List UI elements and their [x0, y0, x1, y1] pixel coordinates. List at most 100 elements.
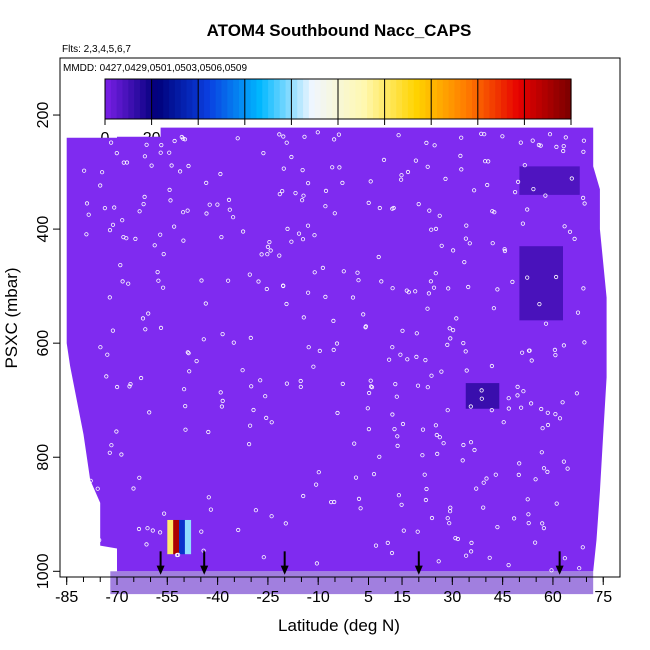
- sample-marker: [298, 384, 303, 389]
- sample-marker: [553, 411, 558, 417]
- sample-marker: [532, 540, 538, 545]
- sample-marker: [366, 390, 372, 396]
- sample-marker: [413, 158, 418, 163]
- colorbar-segment: [105, 79, 112, 119]
- sample-marker: [241, 229, 246, 234]
- field-background: [66, 127, 607, 572]
- sample-marker: [515, 179, 521, 184]
- sample-marker: [186, 163, 191, 169]
- sample-marker: [281, 283, 286, 289]
- sample-marker: [528, 401, 534, 406]
- sample-marker: [493, 472, 498, 477]
- x-axis: -85 -70 -55 -40 -25 -10 5 15 30 45 60 75: [55, 576, 612, 606]
- sample-marker: [281, 134, 286, 139]
- sample-marker: [501, 420, 506, 425]
- colorbar-segment: [431, 79, 438, 119]
- sample-marker: [261, 555, 266, 560]
- sample-marker: [301, 315, 306, 320]
- sample-marker: [231, 215, 236, 220]
- sample-marker: [395, 443, 400, 448]
- colorbar-segment: [244, 79, 252, 119]
- sample-marker: [251, 407, 256, 413]
- sample-marker: [395, 434, 400, 439]
- sample-marker: [144, 542, 149, 547]
- sample-marker: [118, 262, 123, 268]
- sample-marker: [158, 232, 163, 237]
- sample-marker: [506, 406, 511, 411]
- x-tick-label: -55: [156, 589, 179, 606]
- sample-marker: [218, 171, 223, 177]
- sample-marker: [174, 552, 180, 558]
- sample-marker: [450, 248, 456, 253]
- sample-marker: [399, 502, 404, 507]
- sample-marker: [323, 204, 328, 209]
- profile-arrow-head: [280, 565, 289, 575]
- colorbar-segment: [238, 79, 246, 119]
- colorbar-segment: [314, 79, 322, 119]
- sample-marker: [194, 358, 199, 364]
- profile-arrow-head: [156, 565, 165, 575]
- sample-marker: [468, 440, 474, 445]
- sample-marker: [82, 168, 87, 173]
- sample-markers: [81, 130, 587, 573]
- sample-marker: [105, 352, 110, 357]
- sample-marker: [515, 384, 520, 389]
- sample-marker: [220, 398, 225, 403]
- sample-marker: [561, 459, 567, 464]
- sample-marker: [464, 223, 469, 228]
- sample-marker: [490, 241, 495, 246]
- sample-marker: [396, 133, 401, 138]
- sample-marker: [340, 381, 345, 386]
- sample-marker: [463, 236, 468, 241]
- colorbar-segment: [273, 79, 281, 119]
- sample-marker: [525, 207, 530, 212]
- profile-arrow-head: [414, 565, 423, 575]
- sample-marker: [500, 134, 505, 139]
- sample-marker: [253, 508, 258, 513]
- sample-marker: [201, 337, 206, 342]
- colorbar-segment: [471, 79, 479, 119]
- sample-marker: [133, 236, 138, 241]
- sample-marker: [226, 197, 232, 202]
- sample-marker: [199, 529, 204, 534]
- sample-marker: [445, 342, 450, 347]
- sample-marker: [172, 224, 177, 229]
- sample-marker: [131, 486, 136, 491]
- colorbar-segment: [308, 79, 316, 119]
- sample-marker: [431, 285, 437, 290]
- colorbar-segment: [407, 79, 415, 119]
- sample-marker: [518, 140, 523, 145]
- sample-marker: [298, 378, 303, 384]
- sample-marker: [127, 384, 132, 389]
- colorbar-segment: [163, 79, 170, 119]
- sample-marker: [439, 243, 444, 248]
- sample-marker: [561, 144, 566, 149]
- sample-marker: [506, 396, 511, 401]
- sample-marker: [561, 343, 567, 348]
- sample-marker: [526, 520, 531, 526]
- sample-marker: [284, 140, 289, 145]
- sample-marker: [545, 422, 551, 428]
- colorbar-segment: [262, 79, 269, 119]
- sample-marker: [220, 331, 225, 337]
- sample-marker: [167, 187, 172, 192]
- sample-marker: [203, 301, 208, 306]
- field-cell: [179, 519, 186, 555]
- x-tick-label: 30: [443, 589, 461, 606]
- sample-marker: [580, 545, 585, 550]
- sample-marker: [415, 383, 421, 388]
- colorbar-segment: [285, 79, 292, 119]
- sample-marker: [519, 350, 525, 355]
- sample-marker: [427, 208, 432, 213]
- sample-marker: [445, 408, 450, 413]
- sample-marker: [247, 441, 252, 447]
- sample-marker: [84, 201, 90, 206]
- sample-marker: [84, 232, 89, 237]
- sample-marker: [334, 341, 340, 346]
- sample-marker: [124, 160, 130, 165]
- sample-marker: [549, 568, 554, 573]
- sample-marker: [316, 470, 321, 475]
- sample-marker: [540, 521, 545, 526]
- sample-marker: [156, 278, 161, 283]
- colorbar-segment: [530, 79, 537, 119]
